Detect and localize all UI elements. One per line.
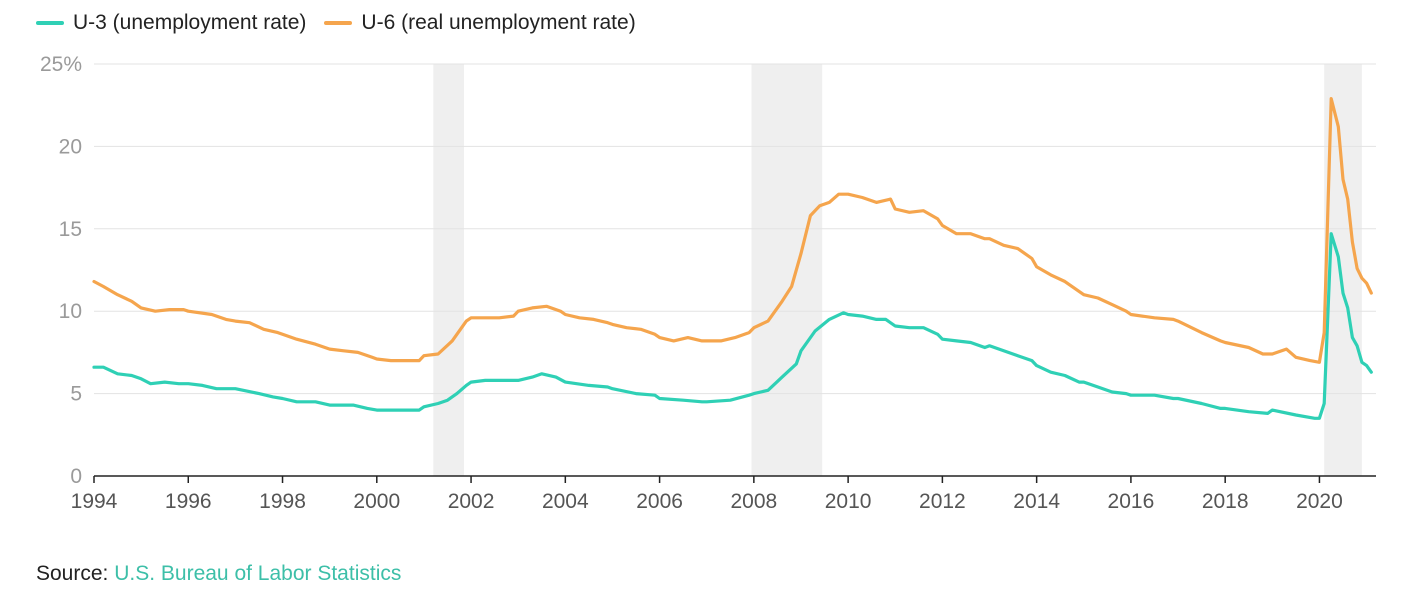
series-line-u6: [92, 97, 1373, 364]
x-tick-label: 2004: [542, 490, 589, 513]
y-tick-label: 5: [70, 383, 82, 406]
x-tick-label: 2020: [1296, 490, 1343, 513]
series-lines: [92, 97, 1373, 420]
x-tick-label: 1996: [165, 490, 212, 513]
y-axis-ticks: 0 5 10 15 20 25%: [40, 53, 82, 488]
legend-item-u6: U-6 (real unemployment rate): [324, 11, 636, 35]
x-tick-label: 2006: [636, 490, 683, 513]
y-tick-label: 10: [59, 300, 82, 323]
x-axis-ticks: 1994 1996 1998 2000 2002 2004 2006 2008 2010 2012…: [71, 476, 1343, 513]
legend-swatch-u6: [324, 21, 353, 25]
recession-bands: [433, 64, 1362, 476]
legend-item-u3: U-3 (unemployment rate): [36, 11, 306, 35]
y-tick-label: 15: [59, 218, 82, 241]
x-tick-label: 1998: [259, 490, 306, 513]
grid-lines: [94, 63, 1376, 477]
y-tick-label: 0: [70, 465, 82, 488]
x-tick-label: 2014: [1013, 490, 1060, 513]
recession-band: [751, 64, 823, 476]
legend-label-u3: U-3 (unemployment rate): [73, 11, 307, 34]
legend-swatch-u3: [36, 21, 64, 25]
chart-legend: U-3 (unemployment rate) U-6 (real unempl…: [36, 8, 654, 38]
x-tick-label: 2018: [1202, 490, 1249, 513]
x-tick-label: 2000: [353, 490, 400, 513]
source-note: Source: U.S. Bureau of Labor Statistics: [36, 562, 401, 586]
source-link[interactable]: U.S. Bureau of Labor Statistics: [114, 562, 402, 585]
x-tick-label: 2010: [825, 490, 872, 513]
y-tick-label: 25%: [40, 53, 82, 76]
series-line-u3: [92, 232, 1373, 420]
recession-band: [433, 64, 464, 476]
line-chart: 0 5 10 15 20 25% 1994 1996 1998 2000 2002 2004 2006…: [40, 53, 1376, 513]
y-tick-label: 20: [59, 135, 82, 158]
x-tick-label: 2016: [1108, 490, 1155, 513]
x-tick-label: 2008: [730, 490, 777, 513]
x-tick-label: 2002: [448, 490, 495, 513]
x-tick-label: 1994: [71, 490, 118, 513]
legend-label-u6: U-6 (real unemployment rate): [361, 11, 636, 34]
source-prefix: Source:: [36, 562, 115, 585]
x-tick-label: 2012: [919, 490, 966, 513]
